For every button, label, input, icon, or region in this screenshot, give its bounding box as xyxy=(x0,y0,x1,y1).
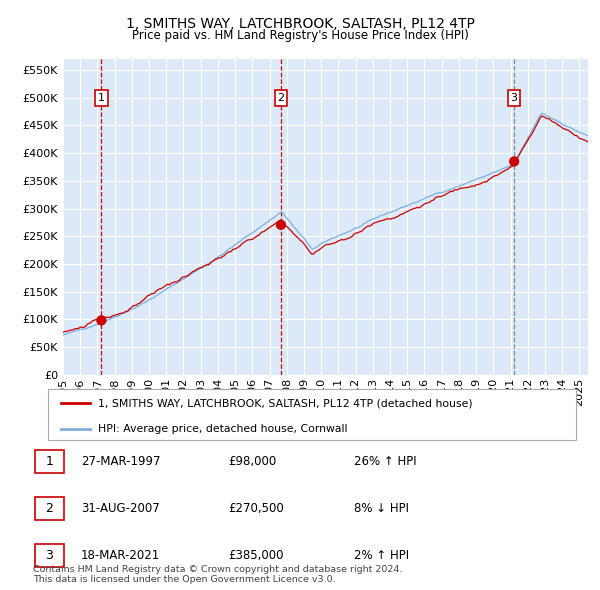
Text: 1: 1 xyxy=(46,455,53,468)
Text: 27-MAR-1997: 27-MAR-1997 xyxy=(81,455,161,468)
Text: 31-AUG-2007: 31-AUG-2007 xyxy=(81,502,160,515)
Text: 3: 3 xyxy=(511,93,518,103)
FancyBboxPatch shape xyxy=(35,544,64,568)
Text: 1, SMITHS WAY, LATCHBROOK, SALTASH, PL12 4TP: 1, SMITHS WAY, LATCHBROOK, SALTASH, PL12… xyxy=(125,17,475,31)
Text: 2% ↑ HPI: 2% ↑ HPI xyxy=(354,549,409,562)
Text: 2: 2 xyxy=(277,93,284,103)
FancyBboxPatch shape xyxy=(35,450,64,473)
Text: 2: 2 xyxy=(46,502,53,515)
Point xyxy=(509,157,519,166)
FancyBboxPatch shape xyxy=(35,497,64,520)
Text: £385,000: £385,000 xyxy=(228,549,284,562)
Point xyxy=(97,316,106,325)
Text: £270,500: £270,500 xyxy=(228,502,284,515)
Text: 1: 1 xyxy=(98,93,105,103)
Text: Contains HM Land Registry data © Crown copyright and database right 2024.
This d: Contains HM Land Registry data © Crown c… xyxy=(33,565,403,584)
Text: 1, SMITHS WAY, LATCHBROOK, SALTASH, PL12 4TP (detached house): 1, SMITHS WAY, LATCHBROOK, SALTASH, PL12… xyxy=(98,398,473,408)
Text: 3: 3 xyxy=(46,549,53,562)
Text: Price paid vs. HM Land Registry's House Price Index (HPI): Price paid vs. HM Land Registry's House … xyxy=(131,30,469,42)
Text: £98,000: £98,000 xyxy=(228,455,276,468)
Text: 8% ↓ HPI: 8% ↓ HPI xyxy=(354,502,409,515)
Text: 26% ↑ HPI: 26% ↑ HPI xyxy=(354,455,416,468)
Point xyxy=(276,220,286,230)
Text: 18-MAR-2021: 18-MAR-2021 xyxy=(81,549,160,562)
Text: HPI: Average price, detached house, Cornwall: HPI: Average price, detached house, Corn… xyxy=(98,424,347,434)
FancyBboxPatch shape xyxy=(48,389,576,440)
